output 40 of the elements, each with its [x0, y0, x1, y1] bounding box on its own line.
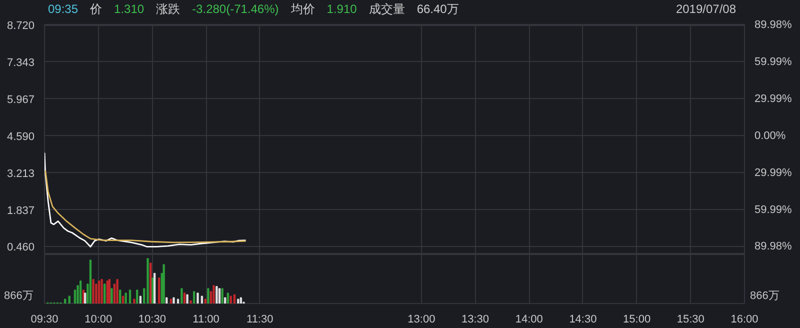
x-tick-label: 10:00 [84, 314, 112, 326]
text: -3.280(-71.46%) [192, 2, 279, 16]
text: 1.310 [114, 2, 144, 16]
text: 2019/07/08 [676, 1, 736, 18]
text: 09:35 [48, 2, 78, 16]
y-tick-label: 1.837 [6, 204, 35, 217]
y2-tick-label: 89.98% [754, 19, 792, 32]
y-tick-label: 3.213 [6, 168, 35, 180]
text: 涨跌 [156, 2, 180, 16]
y-tick-label: 0.460 [6, 242, 35, 254]
x-tick-label: 15:30 [676, 314, 704, 326]
y2-tick-label: 89.98% [754, 240, 792, 253]
x-tick-label: 16:00 [730, 314, 758, 326]
text: 866万 [750, 289, 780, 304]
text: 成交量 [368, 2, 405, 16]
y-tick-label: 8.720 [6, 20, 35, 32]
y2-tick-label: 0.00% [754, 130, 786, 142]
y2-tick-label: 29.99% [754, 166, 792, 179]
text: 866万 [4, 289, 34, 304]
x-tick-label: 11:30 [246, 314, 274, 326]
x-tick-label: 15:00 [623, 314, 651, 326]
text: 66.40万 [416, 2, 459, 16]
y2-tick-label: 59.99% [754, 204, 792, 216]
y2-tick-label: 29.99% [754, 92, 792, 105]
text: 均价 [290, 2, 315, 16]
y-tick-label: 5.967 [6, 94, 35, 106]
x-tick-label: 13:00 [408, 314, 436, 326]
x-tick-label: 11:00 [192, 314, 220, 326]
x-tick-label: 14:00 [515, 314, 543, 326]
y2-tick-label: 59.99% [754, 56, 792, 68]
x-tick-label: 14:30 [569, 314, 597, 326]
y-tick-label: 7.343 [6, 56, 35, 69]
y-tick-label: 4.590 [6, 130, 35, 143]
text: 1.910 [326, 2, 357, 16]
text: 价 [90, 2, 102, 16]
x-tick-label: 13:30 [462, 314, 490, 326]
x-tick-label: 10:30 [138, 314, 166, 326]
line-series [44, 170, 246, 244]
x-tick-label: 09:30 [30, 314, 58, 326]
line-series [44, 152, 246, 248]
